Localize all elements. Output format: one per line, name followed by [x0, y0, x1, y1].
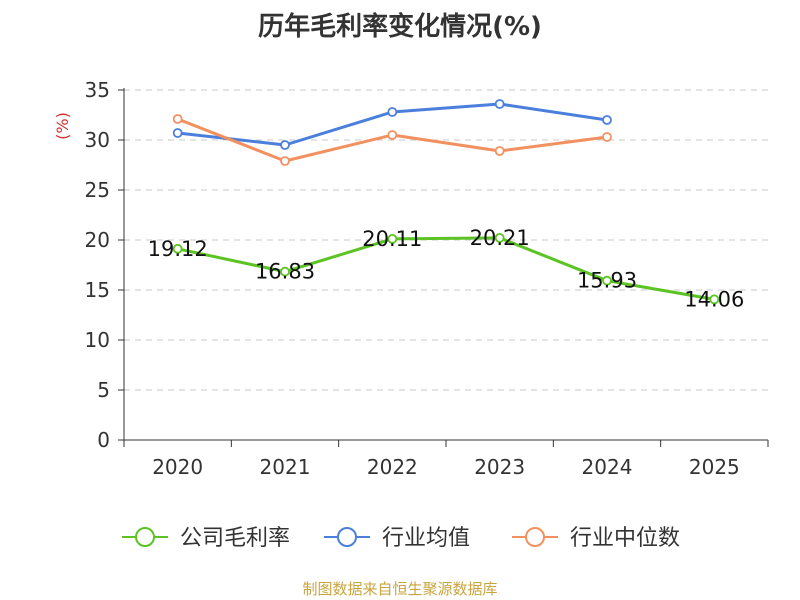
y-tick-label: 15 [85, 278, 110, 302]
x-tick-label: 2022 [367, 455, 418, 479]
source-note: 制图数据来自恒生聚源数据库 [302, 580, 498, 598]
legend-label: 公司毛利率 [180, 526, 290, 551]
data-point [494, 232, 505, 243]
data-point [494, 99, 505, 109]
data-point [280, 266, 290, 277]
legend-label: 行业均值 [382, 526, 470, 551]
y-tick-label: 10 [85, 328, 110, 352]
data-point [172, 243, 183, 254]
data-point [387, 130, 398, 140]
legend-label: 行业中位数 [570, 526, 680, 551]
data-label: 19.12 [148, 237, 208, 261]
data-point [280, 140, 290, 150]
data-point [602, 132, 612, 142]
data-point [280, 156, 290, 166]
y-tick-label: 5 [97, 378, 110, 402]
data-point [709, 294, 720, 305]
x-tick-label: 2025 [689, 455, 740, 479]
legend-marker [337, 527, 357, 547]
x-tick-label: 2024 [582, 455, 633, 479]
data-point [172, 128, 183, 138]
legend-marker [525, 527, 545, 547]
y-tick-label: 30 [85, 128, 110, 152]
data-point [172, 114, 183, 124]
y-tick-label: 25 [85, 178, 110, 202]
x-tick-label: 2020 [152, 455, 203, 479]
y-tick-label: 35 [85, 78, 110, 102]
legend-marker [135, 527, 155, 547]
data-point [602, 275, 612, 286]
chart-title: 历年毛利率变化情况(%) [258, 12, 542, 42]
data-label: 15.93 [577, 269, 637, 293]
data-point [602, 115, 612, 125]
data-label: 20.11 [362, 227, 422, 251]
y-tick-label: 0 [97, 428, 110, 452]
x-tick-label: 2023 [474, 455, 525, 479]
data-label: 20.21 [470, 226, 530, 250]
series-line-0 [176, 236, 716, 301]
data-point [494, 146, 505, 156]
data-point [387, 233, 398, 244]
y-tick-label: 20 [85, 228, 110, 252]
y-axis-label: (%) [53, 112, 72, 140]
legend-item: 行业均值 [324, 526, 470, 551]
data-point [387, 107, 398, 117]
x-tick-label: 2021 [260, 455, 311, 479]
legend-item: 公司毛利率 [122, 526, 290, 551]
data-label: 16.83 [255, 260, 315, 284]
legend-item: 行业中位数 [512, 526, 680, 551]
data-label: 14.06 [684, 287, 744, 311]
